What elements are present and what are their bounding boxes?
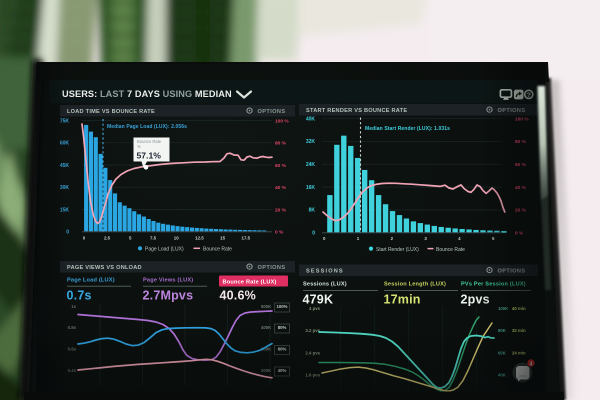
svg-text:LOAD TIME VS BOUNCE RATE: LOAD TIME VS BOUNCE RATE — [67, 109, 155, 115]
svg-text:SESSIONS: SESSIONS — [306, 269, 344, 275]
svg-text:16K: 16K — [306, 185, 316, 191]
svg-text:0.8s: 0.8s — [68, 325, 77, 330]
svg-text:0: 0 — [323, 236, 326, 241]
svg-text:20 %: 20 % — [275, 207, 287, 213]
svg-text:80 %: 80 % — [275, 141, 287, 147]
svg-text:2: 2 — [391, 236, 394, 241]
svg-text:OPTIONS: OPTIONS — [258, 109, 286, 115]
svg-text:0: 0 — [83, 236, 86, 241]
svg-text:40 %: 40 % — [275, 185, 287, 191]
svg-text:Bounce Rate: Bounce Rate — [137, 139, 162, 144]
svg-text:60 %: 60 % — [275, 163, 287, 169]
svg-text:1: 1 — [357, 236, 360, 241]
svg-text:Page Load (LUX): Page Load (LUX) — [67, 278, 115, 284]
svg-text:USERS: LAST 7 DAYS USING MEDIA: USERS: LAST 7 DAYS USING MEDIAN — [62, 89, 232, 99]
svg-text:4: 4 — [458, 236, 461, 241]
svg-text:10: 10 — [174, 236, 179, 241]
svg-text:Median Start Render (LUX): 1.0: Median Start Render (LUX): 1.031s — [365, 126, 450, 132]
svg-text:40K: 40K — [306, 116, 316, 122]
svg-text:%: % — [137, 144, 141, 149]
svg-text:0: 0 — [66, 230, 69, 236]
svg-text:400K: 400K — [261, 325, 272, 330]
svg-text:24K: 24K — [306, 162, 316, 168]
svg-text:0 %: 0 % — [275, 230, 284, 236]
svg-text:4 pvs: 4 pvs — [309, 306, 321, 311]
svg-text:40.6%: 40.6% — [220, 289, 256, 303]
svg-text:80%: 80% — [278, 325, 287, 330]
svg-text:PAGE VIEWS VS ONLOAD: PAGE VIEWS VS ONLOAD — [67, 265, 142, 271]
svg-text:OPTIONS: OPTIONS — [258, 265, 286, 271]
svg-text:Bounce Rate: Bounce Rate — [436, 247, 465, 253]
svg-text:12.5: 12.5 — [195, 236, 204, 241]
svg-text:0.7s: 0.7s — [67, 289, 92, 303]
svg-text:32K: 32K — [306, 139, 316, 145]
svg-text:Sessions (LUX): Sessions (LUX) — [303, 282, 347, 288]
svg-text:Median Page Load (LUX): 2.056s: Median Page Load (LUX): 2.056s — [107, 124, 187, 130]
svg-text:Bounce Rate: Bounce Rate — [203, 247, 232, 253]
svg-text:7.5: 7.5 — [150, 236, 157, 241]
svg-text:57.1%: 57.1% — [137, 151, 162, 161]
svg-text:2.7Mpvs: 2.7Mpvs — [143, 289, 194, 303]
svg-text:8K: 8K — [309, 208, 316, 214]
svg-text:START RENDER VS BOUNCE RATE: START RENDER VS BOUNCE RATE — [306, 108, 407, 114]
svg-text:Start Render (LUX): Start Render (LUX) — [376, 247, 419, 253]
svg-text:17.5: 17.5 — [242, 236, 251, 241]
svg-text:100 %: 100 % — [275, 118, 289, 124]
svg-text:3: 3 — [424, 236, 427, 241]
svg-text:Page Views (LUX): Page Views (LUX) — [143, 278, 193, 284]
svg-text:1s: 1s — [71, 304, 76, 309]
svg-text:5: 5 — [129, 236, 132, 241]
svg-text:Bounce Rate (LUX): Bounce Rate (LUX) — [223, 279, 277, 285]
svg-text:Page Load (LUX): Page Load (LUX) — [145, 247, 184, 253]
svg-text:17min: 17min — [384, 293, 421, 307]
svg-text:479K: 479K — [303, 293, 334, 307]
svg-text:100%: 100% — [277, 304, 288, 309]
svg-text:2.5: 2.5 — [104, 236, 111, 241]
svg-text:500K: 500K — [261, 304, 272, 309]
svg-text:0: 0 — [312, 231, 315, 237]
svg-text:15: 15 — [220, 236, 225, 241]
svg-text:Session Length (LUX): Session Length (LUX) — [384, 282, 446, 288]
